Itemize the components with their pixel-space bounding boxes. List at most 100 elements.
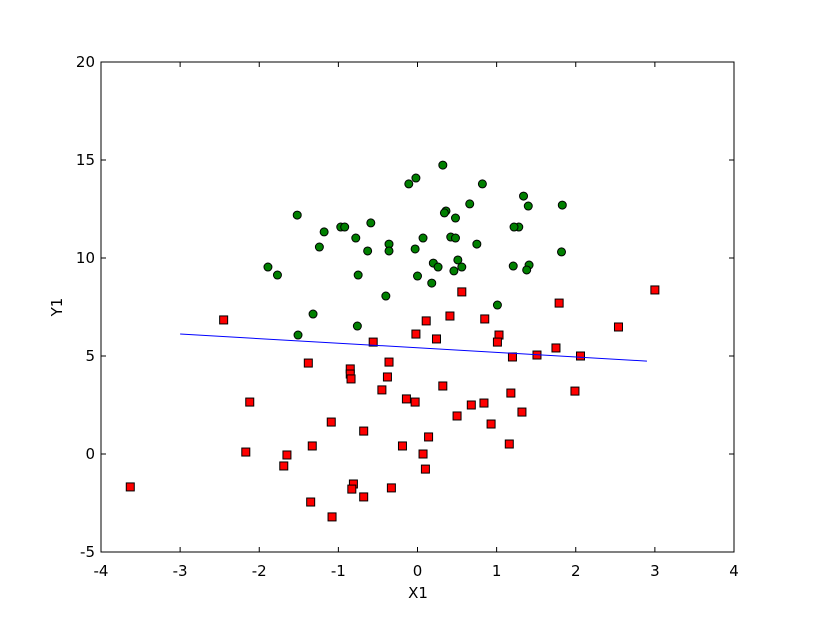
circle-point (450, 233, 460, 243)
circle-point (319, 227, 329, 237)
circle-point (413, 271, 422, 281)
square-point (479, 398, 489, 408)
square-point (347, 484, 357, 494)
circle-point (522, 265, 532, 275)
square-point (650, 285, 660, 295)
x-tick-label: -1 (331, 562, 346, 580)
circle-point (427, 278, 437, 288)
circle-point (363, 246, 373, 256)
circle-point (453, 255, 463, 265)
square-point (219, 315, 229, 325)
square-point (306, 497, 316, 507)
circle-point (293, 330, 303, 340)
circle-point (384, 246, 394, 256)
x-tick-label: 3 (650, 562, 660, 580)
circle-point (450, 213, 460, 223)
square-point (359, 426, 369, 436)
square-point (384, 357, 394, 367)
square-point (486, 419, 496, 429)
circle-point (523, 201, 533, 211)
x-tick-label: 4 (729, 562, 739, 580)
square-point (506, 388, 516, 398)
circle-point (418, 233, 428, 243)
square-point (517, 407, 527, 417)
circle-point (439, 208, 449, 218)
circle-point (433, 262, 443, 272)
square-point (551, 343, 561, 353)
circle-point (314, 242, 324, 252)
y-tick-label: 0 (85, 445, 95, 463)
y-axis-label: Y1 (48, 298, 66, 318)
square-point (241, 447, 251, 457)
square-point (613, 322, 623, 332)
square-point (480, 314, 490, 324)
circle-point (353, 270, 363, 280)
circle-point (411, 173, 421, 183)
square-point (307, 441, 317, 451)
x-tick-label: 0 (413, 562, 423, 580)
circle-point (557, 200, 567, 210)
circle-point (366, 218, 376, 228)
y-tick-label: 15 (76, 151, 95, 169)
circle-point (492, 300, 502, 310)
x-axis-label: X1 (408, 584, 428, 602)
square-point (125, 482, 135, 492)
circle-point (557, 247, 567, 257)
square-point (282, 450, 292, 460)
y-tick-label: 5 (85, 347, 95, 365)
square-point (326, 417, 336, 427)
square-point (245, 397, 255, 407)
y-tick-label: 20 (76, 53, 95, 71)
square-point (386, 483, 396, 493)
circle-point (292, 210, 302, 220)
circle-point (477, 179, 487, 189)
square-point (431, 334, 441, 344)
circle-point (381, 291, 391, 301)
y-tick-label: -5 (80, 543, 95, 561)
x-tick-label: -4 (94, 562, 109, 580)
circle-point (404, 179, 414, 189)
square-point (410, 397, 420, 407)
square-point (492, 337, 502, 347)
circle-point (308, 309, 318, 319)
square-point (570, 386, 580, 396)
circle-point (340, 222, 350, 232)
square-point (466, 400, 476, 410)
circle-point (272, 270, 282, 280)
x-tick-label: 1 (492, 562, 502, 580)
square-point (279, 461, 289, 471)
circle-point (410, 244, 420, 254)
square-point (438, 381, 448, 391)
circle-point (508, 261, 518, 271)
plot-frame (100, 61, 735, 553)
x-tick-label: -3 (173, 562, 188, 580)
square-point (327, 512, 337, 522)
square-point (418, 449, 428, 459)
y-tick-label: 10 (76, 249, 95, 267)
square-point (507, 352, 517, 362)
regression-line (180, 333, 647, 362)
circle-point (519, 191, 529, 201)
circle-point (351, 233, 361, 243)
square-point (377, 385, 387, 395)
square-point (346, 374, 356, 384)
square-point (368, 337, 378, 347)
square-point (575, 351, 585, 361)
circle-point (465, 199, 475, 209)
square-point (401, 394, 411, 404)
circle-point (457, 262, 467, 272)
square-point (504, 439, 514, 449)
circle-point (509, 222, 519, 232)
x-tick-label: -2 (252, 562, 267, 580)
square-point (359, 492, 369, 502)
square-point (554, 298, 564, 308)
square-point (457, 287, 467, 297)
square-point (420, 464, 430, 474)
circle-point (438, 160, 448, 170)
circle-point (263, 262, 273, 272)
square-point (445, 311, 455, 321)
circle-point (352, 321, 362, 331)
